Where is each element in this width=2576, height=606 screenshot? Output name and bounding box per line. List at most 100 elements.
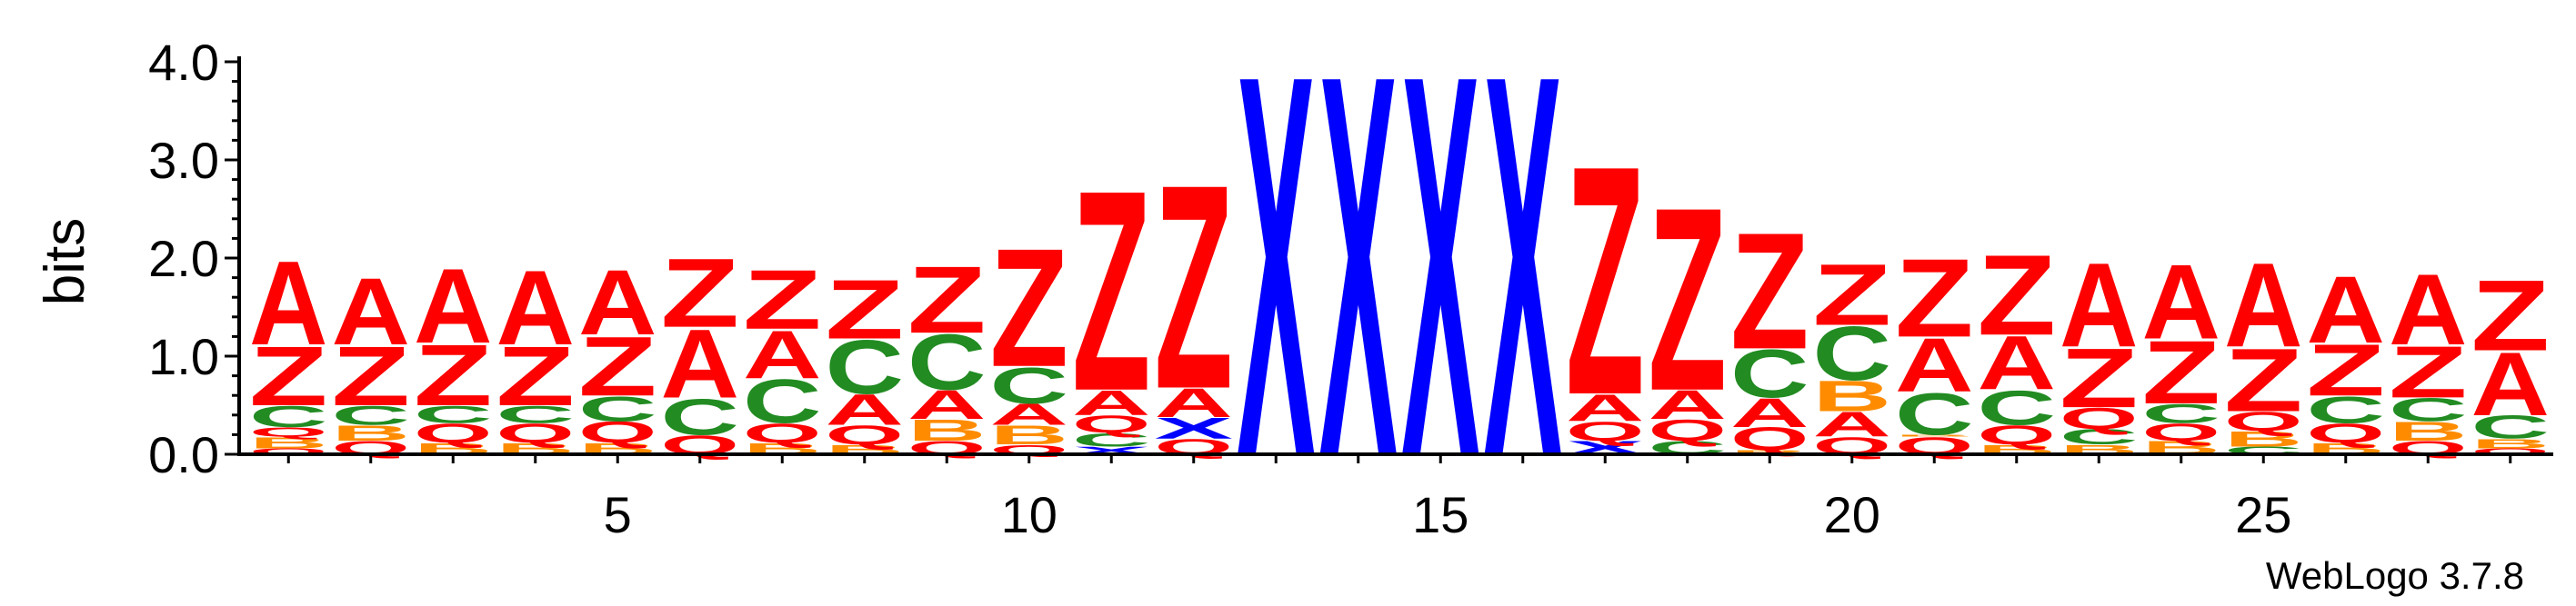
glyph-C-pos2: C [332, 400, 410, 431]
glyph-Q-pos26: Q [2307, 418, 2385, 449]
glyph-A-pos17: A [1566, 387, 1644, 430]
glyph-A-pos23: A [2060, 238, 2138, 373]
y-tick-label: 3.0 [148, 132, 219, 189]
y-tick-label: 4.0 [148, 34, 219, 91]
glyph-B-pos27: B [2389, 416, 2467, 447]
glyph-Z-pos9: Z [907, 247, 986, 353]
glyph-Z-pos24: Z [2142, 322, 2220, 422]
glyph-A-pos18: A [1649, 382, 1728, 428]
glyph-Q-pos4: Q [496, 418, 575, 449]
glyph-Q-pos17: Q [1566, 416, 1644, 447]
glyph-B-pos28: B [2471, 436, 2550, 452]
glyph-Q-pos19: Q [1730, 421, 1809, 458]
glyph-C-pos3: C [414, 401, 492, 428]
glyph-Z-pos22: Z [1978, 232, 2056, 359]
glyph-Q-pos24: Q [2142, 419, 2220, 446]
glyph-Z-pos8: Z [826, 263, 904, 356]
glyph-Z-pos28: Z [2471, 259, 2550, 372]
glyph-C-pos20: C [1813, 311, 1891, 396]
axis-layer: 0.0 1.0 2.0 3.0 4.0 5 10 15 20 25 [148, 34, 2553, 543]
glyph-X-pos15: X [1401, 0, 1480, 570]
glyph-A-pos8: A [826, 385, 904, 434]
glyph-Z-pos20: Z [1813, 245, 1891, 343]
glyph-B-pos2: B [332, 421, 410, 445]
glyph-Z-pos26: Z [2307, 330, 2385, 412]
glyph-Z-pos27: Z [2389, 332, 2467, 413]
glyph-C-pos19: C [1730, 337, 1809, 412]
weblogo-credit: WebLogo 3.7.8 [2266, 554, 2524, 597]
glyph-B-pos25: B [2224, 427, 2302, 452]
glyph-A-pos20: A [1813, 404, 1891, 444]
glyph-B-pos9: B [907, 413, 986, 447]
glyph-C-pos6: C [661, 388, 739, 446]
glyph-C-pos24: C [2142, 398, 2220, 429]
glyph-C-pos9: C [907, 319, 986, 407]
glyph-Q-pos7: Q [743, 418, 821, 449]
glyph-C-pos11: C [1072, 430, 1150, 451]
glyph-Q-pos22: Q [1978, 420, 2056, 451]
glyph-A-pos24: A [2142, 243, 2220, 362]
glyph-Q-pos1: Q [249, 424, 327, 440]
glyph-A-pos2: A [332, 258, 410, 364]
glyph-C-pos4: C [496, 401, 575, 428]
x-tick-label: 5 [604, 486, 632, 543]
glyph-Z-pos10: Z [990, 214, 1068, 402]
x-tick-label: 20 [1824, 486, 1880, 543]
glyph-B-pos21: B [1895, 434, 1973, 437]
x-tick-label: 15 [1412, 486, 1468, 543]
glyph-Z-pos23: Z [2060, 332, 2138, 425]
glyph-Z-pos6: Z [661, 238, 739, 348]
glyph-Q-pos3: Q [414, 418, 492, 449]
glyph-Z-pos19: Z [1730, 198, 1809, 384]
glyph-Z-pos1: Z [249, 330, 327, 423]
glyph-A-pos9: A [907, 382, 987, 428]
glyph-C-pos5: C [578, 389, 657, 429]
glyph-X-pos12: X [1155, 412, 1233, 445]
glyph-A-pos19: A [1730, 390, 1809, 435]
glyph-A-pos26: A [2307, 256, 2385, 363]
glyph-Z-pos17: Z [1566, 97, 1644, 463]
glyph-Z-pos7: Z [743, 253, 821, 347]
glyph-A-pos4: A [496, 249, 575, 367]
glyph-A-pos7: A [743, 317, 821, 392]
glyph-A-pos10: A [990, 398, 1068, 432]
glyph-C-pos23: C [2060, 425, 2138, 450]
glyph-Q-pos1: Q [249, 447, 327, 456]
glyph-Q-pos18: Q [1649, 414, 1727, 448]
x-tick-label: 25 [2235, 486, 2291, 543]
glyph-A-pos6: A [661, 310, 739, 419]
glyph-A-pos28: A [2471, 335, 2550, 435]
y-tick-label: 0.0 [148, 426, 219, 483]
glyph-A-pos5: A [578, 251, 657, 355]
glyph-C-pos22: C [1978, 381, 2056, 435]
glyph-Q-pos11: Q [1072, 411, 1150, 438]
glyph-Z-pos4: Z [496, 330, 575, 423]
glyph-X-pos13: X [1237, 0, 1316, 570]
glyph-C-pos1: C [249, 400, 327, 433]
glyph-C-pos7: C [743, 366, 821, 436]
glyph-X-pos16: X [1484, 0, 1563, 570]
glyph-C-pos21: C [1895, 381, 1973, 448]
y-tick-label: 1.0 [148, 328, 219, 385]
glyph-Z-pos2: Z [332, 330, 410, 423]
glyph-B-pos10: B [990, 420, 1068, 451]
glyph-A-pos3: A [414, 247, 492, 365]
glyph-Z-pos12: Z [1155, 123, 1233, 450]
glyph-A-pos1: A [249, 236, 327, 371]
glyph-Z-pos3: Z [414, 326, 492, 424]
glyph-Z-pos25: Z [2224, 330, 2302, 431]
glyph-C-pos28: C [2471, 409, 2550, 445]
glyph-C-pos8: C [826, 324, 904, 410]
x-tick-label: 10 [1001, 486, 1057, 543]
y-tick-label: 2.0 [148, 230, 219, 287]
glyph-A-pos21: A [1895, 323, 1973, 408]
glyph-A-pos11: A [1072, 382, 1150, 422]
glyph-C-pos27: C [2389, 392, 2467, 428]
glyph-Q-pos23: Q [2060, 402, 2138, 436]
glyph-Z-pos5: Z [578, 320, 657, 413]
glyph-Z-pos18: Z [1649, 154, 1727, 446]
glyph-Q-pos28: Q [2471, 447, 2550, 456]
glyph-B-pos19: B [1730, 450, 1809, 456]
y-axis-label: bits [34, 218, 96, 305]
